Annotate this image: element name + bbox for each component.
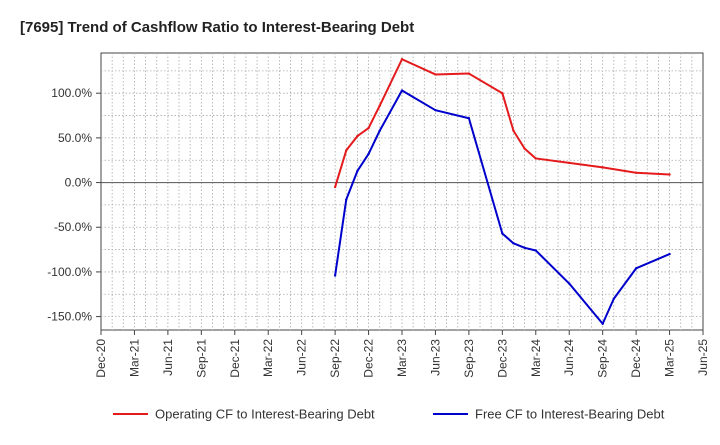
data-point bbox=[512, 242, 515, 245]
x-tick-label: Sep-24 bbox=[596, 339, 610, 378]
y-tick-label: 50.0% bbox=[58, 131, 92, 145]
data-point bbox=[345, 198, 348, 201]
x-tick-label: Mar-24 bbox=[529, 339, 543, 377]
data-point bbox=[568, 282, 571, 285]
x-tick-label: Dec-21 bbox=[228, 339, 242, 378]
series-line-operating-cf bbox=[334, 58, 670, 188]
data-point bbox=[501, 232, 504, 235]
x-tick-label: Sep-23 bbox=[462, 339, 476, 378]
data-point bbox=[378, 129, 381, 132]
data-point bbox=[668, 173, 671, 176]
x-axis: Dec-20 Mar-21 Jun-21 Sep-21 Dec-21 Mar-22 Jun-… bbox=[94, 330, 710, 378]
data-point bbox=[601, 322, 604, 325]
data-point bbox=[568, 161, 571, 165]
x-tick-label: Mar-23 bbox=[395, 339, 409, 377]
legend: Operating CF to Interest-Bearing Debt Fre… bbox=[113, 407, 665, 422]
y-tick-label: 0.0% bbox=[65, 176, 93, 190]
x-tick-label: Mar-21 bbox=[127, 339, 141, 377]
data-point bbox=[345, 149, 348, 152]
x-tick-label: Jun-21 bbox=[161, 339, 175, 376]
data-point bbox=[333, 274, 337, 277]
data-point bbox=[601, 166, 604, 169]
data-point bbox=[356, 169, 359, 173]
data-point bbox=[467, 117, 471, 120]
x-tick-label: Jun-24 bbox=[562, 339, 576, 376]
data-point bbox=[512, 129, 515, 132]
data-point bbox=[434, 108, 437, 112]
y-tick-label: -50.0% bbox=[54, 220, 92, 234]
legend-label: Free CF to Interest-Bearing Debt bbox=[475, 407, 665, 422]
x-tick-label: Sep-21 bbox=[194, 339, 208, 378]
x-tick-label: Mar-22 bbox=[261, 339, 275, 377]
x-tick-label: Jun-23 bbox=[428, 339, 442, 376]
y-tick-label: -100.0% bbox=[47, 265, 92, 279]
y-axis: -150.0% -100.0% -50.0% 0.0% 50.0% 100.0% bbox=[47, 86, 101, 324]
data-point bbox=[634, 267, 638, 270]
data-point bbox=[356, 134, 359, 138]
data-point bbox=[534, 157, 537, 160]
data-point bbox=[668, 252, 671, 256]
series-layer bbox=[333, 58, 671, 325]
data-point bbox=[612, 297, 616, 300]
y-tick-label: -150.0% bbox=[47, 310, 92, 324]
data-point bbox=[467, 72, 471, 75]
chart-title: [7695] Trend of Cashflow Ratio to Intere… bbox=[20, 19, 414, 36]
data-point bbox=[367, 152, 370, 156]
x-tick-label: Mar-25 bbox=[663, 339, 677, 377]
x-tick-label: Jun-25 bbox=[696, 339, 710, 376]
data-point bbox=[367, 126, 370, 130]
data-point bbox=[400, 89, 404, 92]
x-tick-label: Dec-20 bbox=[94, 339, 108, 378]
x-tick-label: Dec-23 bbox=[495, 339, 509, 378]
legend-label: Operating CF to Interest-Bearing Debt bbox=[155, 407, 375, 422]
data-point bbox=[333, 185, 337, 189]
data-point bbox=[534, 249, 537, 252]
data-point bbox=[634, 171, 638, 174]
x-tick-label: Dec-24 bbox=[629, 339, 643, 378]
data-point bbox=[501, 92, 504, 95]
grid-lines bbox=[101, 53, 703, 330]
x-tick-label: Sep-22 bbox=[328, 339, 342, 378]
x-tick-label: Jun-22 bbox=[295, 339, 309, 376]
x-tick-label: Dec-22 bbox=[362, 339, 376, 378]
data-point bbox=[523, 246, 526, 249]
data-point bbox=[434, 73, 437, 76]
y-tick-label: 100.0% bbox=[51, 86, 92, 100]
data-point bbox=[400, 58, 404, 61]
data-point bbox=[523, 147, 526, 150]
data-point bbox=[378, 104, 381, 107]
